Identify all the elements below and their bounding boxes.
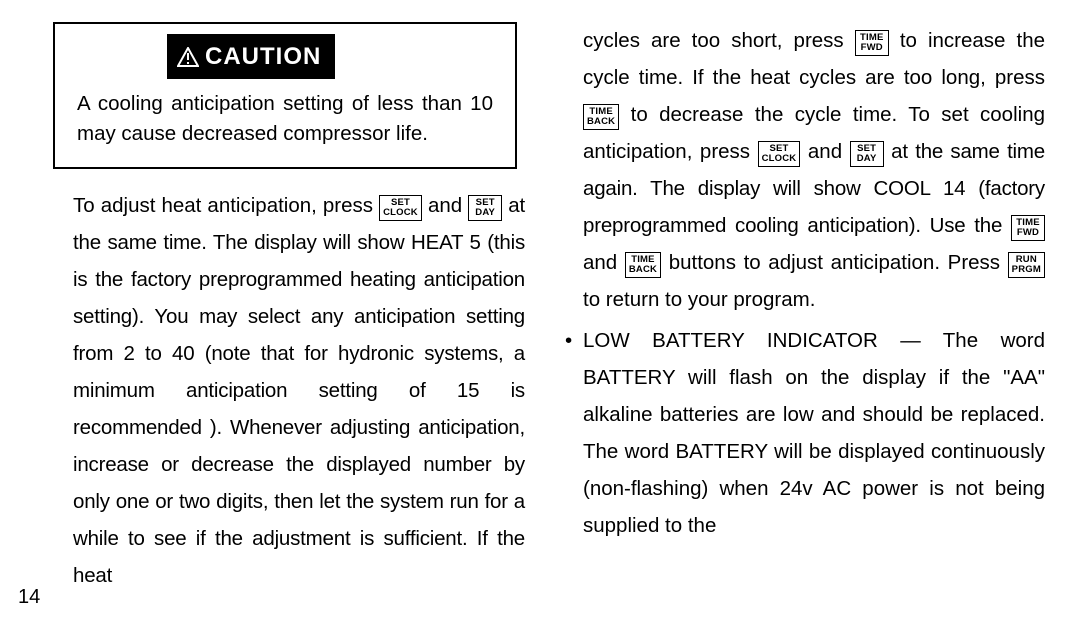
set-day-button-icon: SET DAY xyxy=(468,195,502,221)
time-fwd-button-icon: TIME FWD xyxy=(1011,215,1045,241)
low-battery-bullet: • LOW BATTERY INDICATOR — The word BATTE… xyxy=(565,322,1045,544)
text-segment: and xyxy=(428,194,468,217)
left-column: CAUTION A cooling anticipation setting o… xyxy=(45,22,525,602)
bullet-text: LOW BATTERY INDICATOR — The word BATTERY… xyxy=(583,322,1045,544)
caution-header: CAUTION xyxy=(167,34,335,79)
text-segment: at the same time. The display will show … xyxy=(73,194,525,587)
set-day-button-icon: SET DAY xyxy=(850,141,884,167)
page-number: 14 xyxy=(18,586,40,609)
time-fwd-button-icon: TIME FWD xyxy=(855,30,889,56)
set-clock-button-icon: SET CLOCK xyxy=(758,141,801,167)
text-segment: buttons to adjust anticipation. Press xyxy=(669,251,1008,274)
caution-body-text: A cooling anticipation setting of less t… xyxy=(77,89,493,149)
left-paragraph: To adjust heat anticipation, press SET C… xyxy=(73,187,525,594)
text-segment: and xyxy=(808,140,850,163)
warning-icon xyxy=(177,47,199,67)
bullet-icon: • xyxy=(565,322,583,544)
text-segment: and xyxy=(583,251,625,274)
text-segment: To adjust heat anticipation, press xyxy=(73,194,379,217)
text-segment: to return to your program. xyxy=(583,288,815,311)
right-column: cycles are too short, press TIME FWD to … xyxy=(565,22,1045,602)
run-prgm-button-icon: RUN PRGM xyxy=(1008,252,1045,278)
two-column-layout: CAUTION A cooling anticipation setting o… xyxy=(45,22,1045,602)
text-segment: cycles are too short, press xyxy=(583,29,855,52)
caution-label: CAUTION xyxy=(205,43,321,70)
time-back-button-icon: TIME BACK xyxy=(583,104,619,130)
manual-page: CAUTION A cooling anticipation setting o… xyxy=(0,0,1080,623)
time-back-button-icon: TIME BACK xyxy=(625,252,661,278)
right-paragraph: cycles are too short, press TIME FWD to … xyxy=(583,22,1045,318)
caution-box: CAUTION A cooling anticipation setting o… xyxy=(53,22,517,169)
set-clock-button-icon: SET CLOCK xyxy=(379,195,422,221)
